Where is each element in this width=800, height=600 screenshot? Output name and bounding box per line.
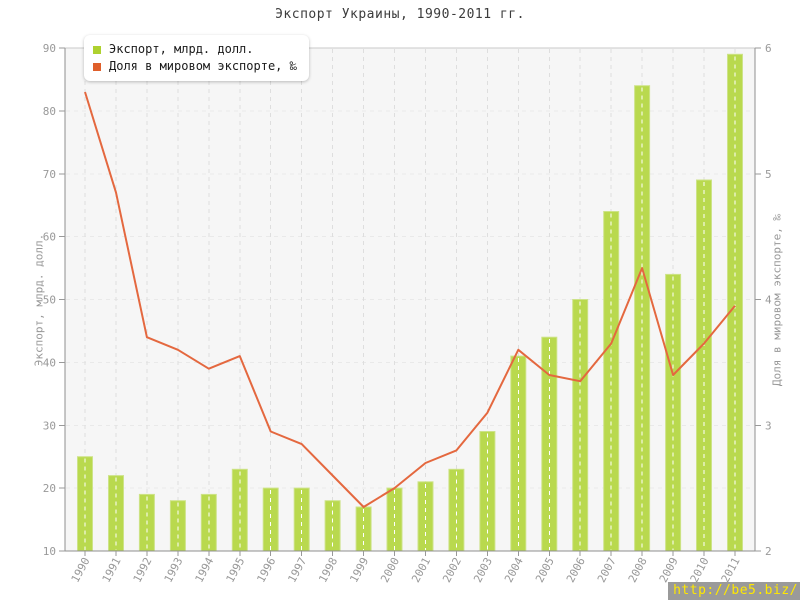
legend-item-exports: Экспорт, млрд. долл. [93, 41, 297, 58]
legend: Экспорт, млрд. долл. Доля в мировом эксп… [84, 35, 309, 81]
x-tick-label-2009: 2009 [657, 555, 681, 585]
x-tick-label-2006: 2006 [564, 555, 588, 585]
x-tick-label-1994: 1994 [193, 555, 217, 585]
x-tick-label-1997: 1997 [285, 555, 309, 585]
x-tick-label-2004: 2004 [502, 555, 526, 585]
x-tick-label-1990: 1990 [69, 555, 93, 585]
right-tick-label-2: 2 [765, 545, 772, 558]
left-tick-label-10: 10 [43, 545, 56, 558]
right-axis-title: Доля в мировом экспорте, ‰ [770, 213, 784, 387]
x-tick-label-1991: 1991 [100, 555, 124, 585]
x-tick-label-2011: 2011 [719, 555, 743, 585]
x-tick-label-1992: 1992 [131, 555, 155, 585]
share-swatch-icon [93, 62, 101, 71]
left-tick-label-40: 40 [43, 356, 56, 369]
export-bar-1990 [77, 456, 93, 552]
left-tick-label-70: 70 [43, 168, 56, 181]
left-axis-title: Экспорт, млрд. долл. [32, 233, 46, 367]
legend-item-share: Доля в мировом экспорте, ‰ [93, 58, 297, 75]
left-tick-label-80: 80 [43, 105, 56, 118]
watermark-link[interactable]: http://be5.biz/ [668, 582, 800, 600]
right-tick-label-5: 5 [765, 168, 772, 181]
x-tick-label-2008: 2008 [626, 555, 650, 585]
left-tick-label-50: 50 [43, 294, 56, 307]
left-tick-label-90: 90 [43, 42, 56, 55]
x-tick-label-2001: 2001 [409, 555, 433, 585]
left-tick-label-60: 60 [43, 231, 56, 244]
left-tick-label-20: 20 [43, 482, 56, 495]
right-tick-label-3: 3 [765, 419, 772, 432]
x-tick-label-2005: 2005 [533, 555, 557, 585]
legend-label-share: Доля в мировом экспорте, ‰ [109, 59, 297, 73]
x-tick-label-1993: 1993 [162, 555, 186, 585]
x-tick-label-2002: 2002 [440, 555, 464, 585]
right-tick-label-6: 6 [765, 42, 772, 55]
x-tick-label-1998: 1998 [316, 555, 340, 585]
share-line [84, 91, 736, 508]
left-tick-label-30: 30 [43, 419, 56, 432]
x-tick-label-1996: 1996 [254, 555, 278, 585]
x-tick-label-1995: 1995 [224, 555, 248, 585]
x-tick-label-2007: 2007 [595, 555, 619, 585]
exports-swatch-icon [93, 45, 101, 54]
chart-title: Экспорт Украины, 1990-2011 гг. [275, 7, 525, 22]
legend-label-exports: Экспорт, млрд. долл. [109, 42, 254, 56]
x-tick-label-2003: 2003 [471, 555, 495, 585]
x-tick-label-1999: 1999 [347, 555, 371, 585]
x-tick-label-2010: 2010 [688, 555, 712, 585]
x-tick-label-2000: 2000 [378, 555, 402, 585]
right-tick-label-4: 4 [765, 294, 772, 307]
